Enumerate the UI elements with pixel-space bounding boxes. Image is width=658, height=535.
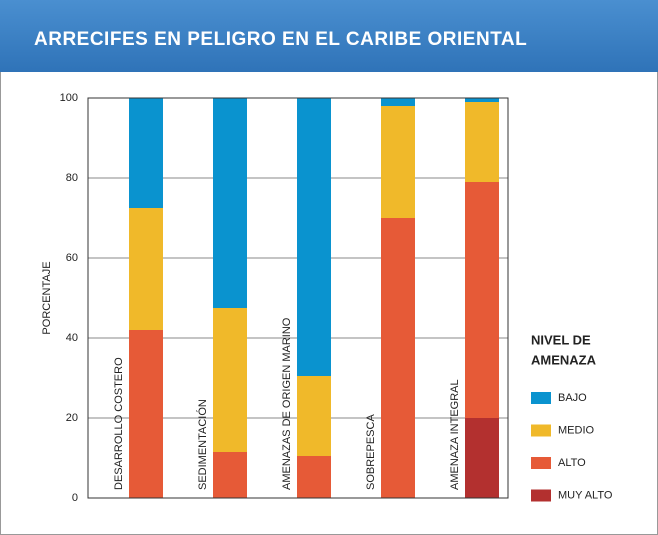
legend-swatch <box>531 392 551 404</box>
legend-title: NIVEL DE <box>531 332 591 347</box>
legend-label: MUY ALTO <box>558 489 613 501</box>
bar-segment <box>381 218 415 498</box>
y-tick-label: 20 <box>66 412 78 424</box>
chart-title: ARRECIFES EN PELIGRO EN EL CARIBE ORIENT… <box>34 29 527 50</box>
bar-segment <box>129 330 163 498</box>
y-tick-label: 80 <box>66 172 78 184</box>
y-tick-label: 0 <box>72 492 78 504</box>
legend-label: ALTO <box>558 457 586 469</box>
plot-frame <box>87 97 509 499</box>
bar-segment <box>213 452 247 498</box>
bar-segment <box>465 418 499 498</box>
bar-segment <box>129 208 163 330</box>
bar-segment <box>297 376 331 456</box>
y-tick-label: 40 <box>66 332 78 344</box>
bar-segment <box>213 308 247 452</box>
category-label: DESARROLLO COSTERO <box>113 357 125 490</box>
legend-label: BAJO <box>558 392 587 404</box>
bar-segment <box>465 98 499 102</box>
bar-segment <box>297 456 331 498</box>
category-label: SOBREPESCA <box>365 414 377 490</box>
bar-segment <box>129 98 163 208</box>
header <box>0 0 658 72</box>
bar-segment <box>297 98 331 376</box>
category-label: AMENAZA INTEGRAL <box>449 379 461 490</box>
bar-segment <box>381 106 415 218</box>
legend-title: AMENAZA <box>531 352 597 367</box>
bar-segment <box>381 98 415 106</box>
bar-segment <box>465 102 499 182</box>
legend-swatch <box>531 489 551 502</box>
legend-swatch <box>531 457 551 469</box>
bar-segment <box>465 182 499 418</box>
y-axis-label: PORCENTAJE <box>41 261 53 334</box>
category-label: AMENAZAS DE ORIGEN MARINO <box>281 317 293 490</box>
bar-segment <box>213 98 247 308</box>
y-tick-label: 60 <box>66 252 78 264</box>
legend-swatch <box>531 424 551 437</box>
y-tick-label: 100 <box>60 92 78 104</box>
legend-label: MEDIO <box>558 424 595 436</box>
category-label: SEDIMENTACIÓN <box>196 399 209 490</box>
